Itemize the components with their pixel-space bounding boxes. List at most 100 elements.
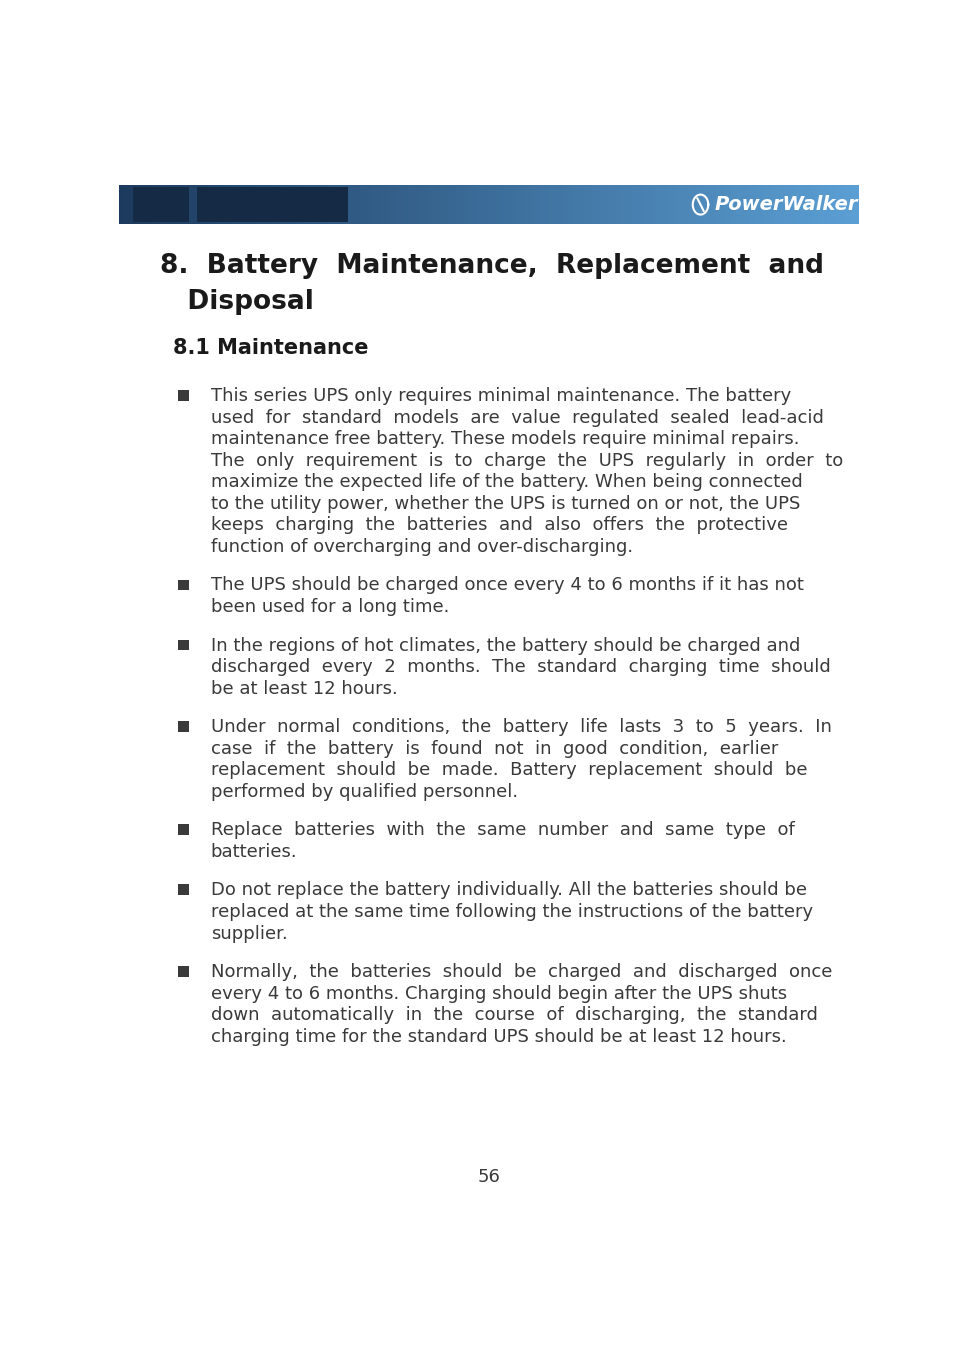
Bar — [178, 580, 189, 591]
Bar — [499, 185, 504, 224]
Bar — [702, 185, 707, 224]
Bar — [765, 185, 770, 224]
Bar — [629, 185, 633, 224]
Bar — [633, 185, 637, 224]
Bar — [639, 185, 644, 224]
Bar — [233, 185, 238, 224]
Bar — [677, 185, 681, 224]
Bar — [474, 185, 478, 224]
Bar — [300, 185, 305, 224]
Bar — [540, 185, 544, 224]
Bar — [433, 185, 437, 224]
Bar — [574, 185, 578, 224]
Bar — [721, 185, 725, 224]
Bar — [846, 185, 851, 224]
Bar — [747, 185, 751, 224]
Bar — [787, 185, 792, 224]
Bar — [824, 185, 829, 224]
Bar — [688, 185, 692, 224]
Bar — [577, 185, 581, 224]
Bar — [370, 185, 375, 224]
Bar — [466, 185, 471, 224]
Bar — [692, 185, 696, 224]
Bar — [651, 185, 656, 224]
Bar — [558, 185, 563, 224]
Text: charging time for the standard UPS should be at least 12 hours.: charging time for the standard UPS shoul… — [211, 1028, 785, 1045]
Bar — [252, 185, 256, 224]
Text: replacement  should  be  made.  Battery  replacement  should  be: replacement should be made. Battery repl… — [211, 761, 806, 779]
Bar — [385, 185, 390, 224]
Bar — [783, 185, 788, 224]
Bar — [665, 185, 670, 224]
Bar — [710, 185, 715, 224]
Bar — [732, 185, 737, 224]
Bar — [603, 185, 607, 224]
Text: replaced at the same time following the instructions of the battery: replaced at the same time following the … — [211, 903, 812, 921]
Bar — [245, 185, 249, 224]
Bar — [751, 185, 755, 224]
Bar — [311, 185, 315, 224]
Bar — [352, 185, 356, 224]
Bar — [496, 185, 500, 224]
Text: case  if  the  battery  is  found  not  in  good  condition,  earlier: case if the battery is found not in good… — [211, 740, 778, 757]
Text: maintenance free battery. These models require minimal repairs.: maintenance free battery. These models r… — [211, 430, 799, 449]
Bar — [488, 185, 493, 224]
Bar — [551, 185, 556, 224]
Bar — [555, 185, 559, 224]
Bar — [706, 185, 711, 224]
Bar — [781, 185, 784, 224]
Bar — [367, 185, 371, 224]
Bar — [662, 185, 666, 224]
Text: batteries.: batteries. — [211, 842, 297, 861]
Bar — [330, 185, 335, 224]
Bar — [289, 185, 294, 224]
Text: 8.  Battery  Maintenance,  Replacement  and: 8. Battery Maintenance, Replacement and — [159, 253, 822, 279]
Bar — [186, 185, 190, 224]
Bar — [699, 185, 703, 224]
Bar — [533, 185, 537, 224]
Bar — [149, 185, 153, 224]
Bar — [407, 185, 412, 224]
Bar — [259, 185, 264, 224]
Bar — [167, 185, 172, 224]
Bar — [400, 185, 404, 224]
Bar — [456, 185, 459, 224]
Bar — [208, 185, 213, 224]
Bar — [304, 185, 308, 224]
Text: PowerWalker: PowerWalker — [714, 195, 857, 214]
Bar — [743, 185, 748, 224]
Bar — [610, 185, 615, 224]
Bar — [724, 185, 729, 224]
Bar — [643, 185, 648, 224]
Bar — [322, 185, 327, 224]
Bar — [156, 185, 160, 224]
Bar — [178, 639, 189, 650]
Bar — [669, 185, 674, 224]
Bar — [525, 185, 530, 224]
Text: used  for  standard  models  are  value  regulated  sealed  lead-acid: used for standard models are value regul… — [211, 408, 822, 427]
Bar — [145, 185, 150, 224]
Bar — [204, 185, 209, 224]
Bar — [625, 185, 630, 224]
Text: supplier.: supplier. — [211, 925, 287, 942]
Bar — [485, 185, 489, 224]
Bar — [850, 185, 855, 224]
Bar — [773, 185, 778, 224]
Bar — [828, 185, 833, 224]
Bar — [758, 185, 762, 224]
Bar — [249, 185, 253, 224]
Bar — [659, 185, 662, 224]
Bar — [444, 185, 449, 224]
Bar — [418, 185, 423, 224]
Bar — [131, 185, 134, 224]
Bar — [736, 185, 740, 224]
Text: 56: 56 — [477, 1168, 499, 1186]
Bar — [795, 185, 800, 224]
Bar — [606, 185, 611, 224]
Bar — [200, 185, 205, 224]
Bar — [174, 185, 179, 224]
Text: performed by qualified personnel.: performed by qualified personnel. — [211, 783, 517, 800]
Text: be at least 12 hours.: be at least 12 hours. — [211, 680, 397, 698]
Bar — [230, 185, 234, 224]
Bar — [580, 185, 585, 224]
